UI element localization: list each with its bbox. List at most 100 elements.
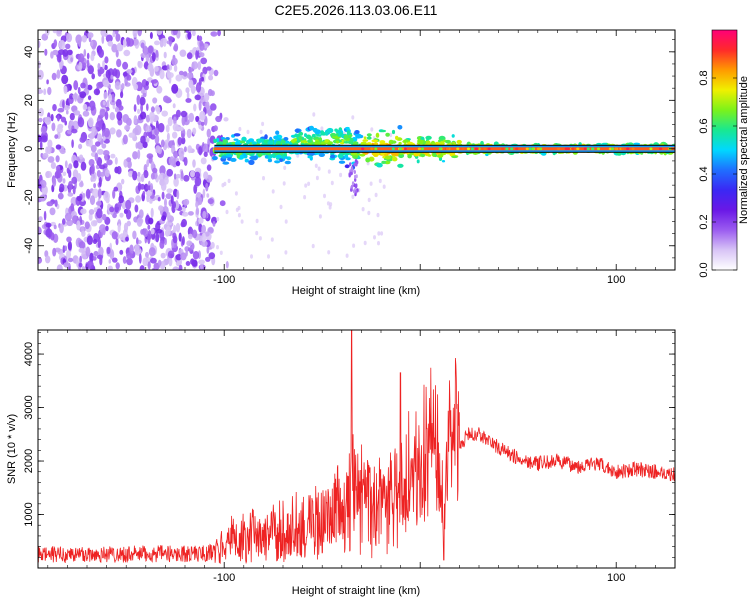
spectrogram-faint-dot bbox=[351, 194, 355, 199]
spectrogram-faint-dot bbox=[216, 245, 219, 250]
spectrogram-noise-blob bbox=[217, 30, 221, 37]
spectrogram-band-blob bbox=[230, 157, 237, 162]
tone-band-knot bbox=[398, 147, 403, 151]
spectrogram-band-blob bbox=[221, 155, 228, 159]
spectrogram-noise-blob bbox=[76, 220, 81, 231]
spectrogram-streak-blob bbox=[349, 171, 352, 176]
spectrogram-noise-blob bbox=[147, 224, 151, 230]
spectrogram-noise-blob bbox=[129, 244, 134, 255]
spectrogram-band-blob bbox=[451, 155, 458, 159]
spectrogram-noise-blob bbox=[172, 131, 178, 139]
spectrogram-noise-blob bbox=[166, 168, 173, 177]
spectrogram-faint-dot bbox=[327, 250, 331, 255]
spectrogram-noise-blob bbox=[200, 121, 205, 127]
spectrogram-noise-blob bbox=[56, 168, 62, 179]
spectrogram-band-blob bbox=[298, 131, 304, 136]
spectrogram-noise-blob bbox=[187, 145, 193, 154]
spectrogram-noise-blob bbox=[205, 256, 211, 262]
spectrogram-noise-blob bbox=[64, 212, 72, 222]
spectrogram-noise-blob bbox=[80, 161, 87, 171]
spectrogram-noise-blob bbox=[163, 38, 167, 47]
spectrogram-noise-blob bbox=[38, 60, 41, 69]
spectrogram-faint-dot bbox=[312, 112, 316, 117]
spectrogram-noise-blob bbox=[107, 40, 114, 47]
spectrogram-noise-blob bbox=[149, 32, 153, 39]
spectrogram-noise-blob bbox=[57, 107, 65, 113]
spectrogram-noise-blob bbox=[87, 95, 92, 101]
spectrogram-noise-blob bbox=[126, 74, 132, 81]
spectrogram-noise-blob bbox=[203, 171, 209, 180]
spectrogram-panel: -100 100 -40 -20 0 20 40 Height of straight li… bbox=[6, 29, 676, 297]
spectrogram-noise-blob bbox=[205, 182, 209, 192]
spectrogram-noise-blob bbox=[93, 88, 101, 96]
spectrogram-band-blob bbox=[295, 128, 300, 133]
spectrogram-noise-blob bbox=[146, 103, 149, 111]
spectrogram-noise-blob bbox=[143, 45, 148, 56]
spectrogram-band-blob bbox=[234, 140, 242, 146]
spectrogram-noise-blob bbox=[172, 201, 177, 209]
spectrogram-noise-blob bbox=[134, 244, 140, 255]
spectrogram-noise-blob bbox=[91, 73, 95, 80]
spectrogram-noise-blob bbox=[67, 257, 74, 263]
spectrogram-band-blob bbox=[312, 127, 318, 133]
spectrogram-noise-blob bbox=[68, 180, 73, 191]
spectrogram-band-blob bbox=[416, 159, 420, 164]
spectrogram-noise-blob bbox=[67, 129, 72, 135]
spectrogram-noise-blob bbox=[126, 157, 132, 163]
spectrogram-band-blob bbox=[273, 135, 279, 140]
tone-band-knot bbox=[487, 147, 491, 151]
spectrogram-noise-blob bbox=[99, 257, 103, 266]
spectrogram-noise-blob bbox=[56, 126, 63, 134]
spectrogram-noise-blob bbox=[111, 43, 118, 53]
colorbar-label: Normalized spectral amplitude bbox=[738, 76, 750, 224]
spectrogram-marks bbox=[38, 30, 675, 270]
spectrogram-noise-blob bbox=[80, 82, 86, 89]
spectrogram-faint-dot bbox=[377, 241, 380, 246]
spectrogram-band-blob bbox=[346, 130, 350, 136]
spectrogram-noise-blob bbox=[107, 265, 113, 270]
spectrogram-band-blob bbox=[320, 130, 325, 134]
spectrogram-noise-blob bbox=[136, 237, 139, 245]
spectrogram-noise-blob bbox=[199, 52, 205, 58]
spectrogram-noise-blob bbox=[193, 103, 197, 112]
spectrogram-noise-blob bbox=[62, 100, 65, 109]
spectrogram-noise-blob bbox=[104, 155, 108, 161]
spectrogram-noise-blob bbox=[172, 266, 180, 270]
spectrogram-noise-blob bbox=[168, 257, 173, 267]
spectrogram-band-blob bbox=[252, 141, 257, 145]
spectrogram-noise-blob bbox=[164, 96, 172, 104]
tone-band-knot bbox=[611, 147, 615, 151]
spectrogram-noise-blob bbox=[67, 241, 72, 251]
spectrogram-noise-blob bbox=[80, 208, 87, 215]
spectrogram-noise-blob bbox=[52, 247, 57, 257]
spectrogram-noise-blob bbox=[93, 207, 98, 212]
spectrogram-noise-blob bbox=[108, 93, 113, 103]
spectrogram-noise-blob bbox=[70, 57, 73, 62]
spectrogram-band-blob bbox=[363, 136, 367, 140]
spectrogram-noise-blob bbox=[99, 164, 106, 170]
spectrogram-noise-blob bbox=[81, 230, 86, 237]
spectrogram-noise-blob bbox=[137, 30, 142, 37]
spectrogram-noise-blob bbox=[71, 139, 74, 149]
spectrogram-noise-blob bbox=[156, 85, 163, 94]
spectrogram-band-blob bbox=[314, 140, 321, 146]
spectrogram-noise-blob bbox=[78, 247, 85, 253]
spectrogram-faint-dot bbox=[373, 235, 376, 240]
spectrogram-noise-blob bbox=[185, 250, 188, 257]
spectrogram-noise-blob bbox=[186, 52, 193, 60]
spectrogram-noise-blob bbox=[47, 86, 52, 96]
spectrogram-faint-dot bbox=[261, 121, 265, 127]
spectrogram-faint-dot bbox=[327, 169, 331, 174]
spectrogram-noise-blob bbox=[97, 133, 102, 142]
spectrogram-band-blob bbox=[381, 160, 387, 164]
spectrogram-noise-blob bbox=[89, 195, 96, 206]
spectrogram-band-blob bbox=[267, 158, 273, 163]
spectrogram-streak-blob bbox=[353, 189, 356, 194]
spectrogram-noise-blob bbox=[190, 86, 197, 92]
spectrogram-noise-blob bbox=[178, 232, 182, 242]
spectrogram-noise-blob bbox=[157, 197, 161, 202]
spectrogram-noise-blob bbox=[52, 30, 58, 34]
spectrogram-noise-blob bbox=[185, 261, 191, 266]
spectrogram-noise-blob bbox=[82, 193, 86, 198]
colorbar-ticks: 0.0 0.2 0.4 0.6 0.8 bbox=[698, 70, 737, 278]
